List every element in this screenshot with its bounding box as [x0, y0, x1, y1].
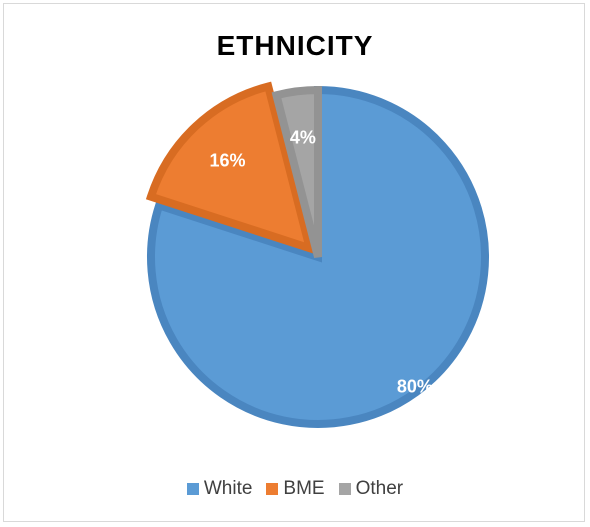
pie-slice-other — [271, 85, 322, 258]
legend: White BME Other — [0, 478, 590, 500]
pie-slice-white — [147, 85, 489, 428]
legend-item-other: Other — [338, 478, 404, 500]
legend-label-other: Other — [355, 478, 404, 499]
data-label-other: 4% — [290, 128, 316, 148]
legend-item-bme: BME — [266, 478, 325, 500]
legend-swatch-bme — [266, 483, 279, 495]
legend-swatch-white — [186, 483, 199, 495]
legend-item-white: White — [186, 478, 253, 500]
data-label-white: 80% — [397, 376, 433, 396]
data-label-bme: 16% — [209, 151, 245, 171]
legend-label-white: White — [203, 478, 253, 499]
legend-swatch-other — [338, 483, 351, 495]
chart-title: ETHNICITY — [216, 30, 374, 61]
pie-slice-bme — [145, 81, 316, 255]
legend-label-bme: BME — [283, 478, 325, 499]
